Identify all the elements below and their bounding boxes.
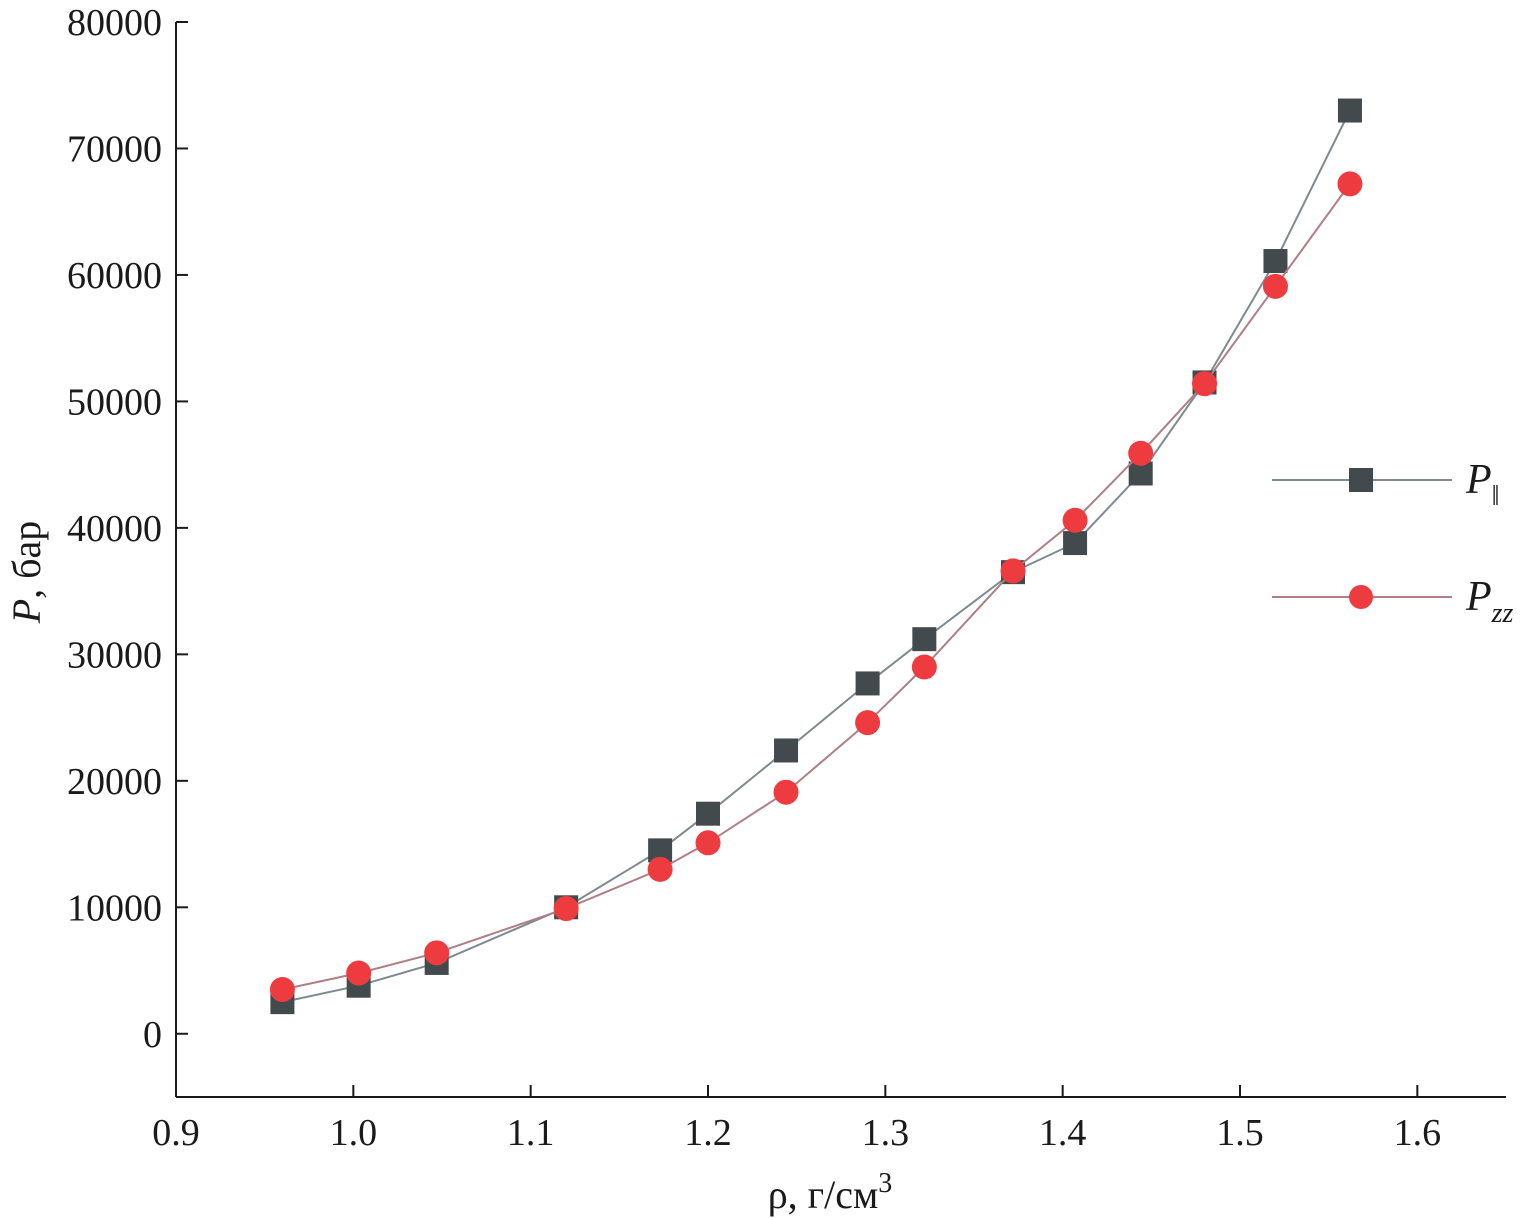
legend: P‖ Pzz [1272, 457, 1514, 629]
legend-p-parallel-symbol: P [1465, 457, 1492, 503]
x-tick-label: 1.0 [330, 1112, 378, 1154]
data-point-p-zz [424, 940, 450, 966]
series-line-p-parallel [282, 110, 1351, 1004]
y-axis-title: P, бар [4, 521, 49, 625]
x-axis-superscript: 3 [878, 1168, 892, 1199]
data-point-p-parallel [1063, 531, 1088, 556]
data-point-p-zz [1062, 507, 1088, 533]
y-tick-label: 20000 [67, 761, 162, 803]
legend-marker-square [1349, 468, 1373, 492]
data-point-p-parallel [1337, 98, 1362, 123]
y-tick-label: 30000 [67, 634, 162, 676]
data-point-p-zz [773, 779, 799, 805]
x-axis-prefix: ρ, г/см [768, 1172, 879, 1217]
x-tick-label: 1.4 [1039, 1112, 1087, 1154]
y-tick-label: 50000 [67, 381, 162, 423]
data-point-p-zz [1262, 273, 1288, 299]
x-tick-label: 1.1 [507, 1112, 555, 1154]
legend-label-p-zz: Pzz [1465, 574, 1514, 629]
series-p-parallel [270, 98, 1362, 1015]
legend-marker-circle [1349, 585, 1373, 609]
x-tick-label: 1.5 [1216, 1112, 1264, 1154]
data-point-p-parallel [696, 801, 720, 826]
x-ticks: 0.9 1.0 1.1 1.2 1.3 1.4 1.5 1.6 [152, 1085, 1441, 1154]
data-point-p-zz [647, 856, 673, 882]
y-tick-label: 0 [143, 1014, 162, 1056]
series-line-p-zz [282, 183, 1351, 991]
data-point-p-zz [855, 710, 881, 736]
series-p-zz [269, 171, 1363, 1002]
y-tick-label: 40000 [67, 508, 162, 550]
data-point-p-zz [695, 830, 721, 856]
legend-item-p-zz: Pzz [1272, 574, 1514, 629]
x-axis-title: ρ, г/см3 [768, 1168, 893, 1217]
y-axis-symbol: P [4, 599, 49, 624]
data-point-p-zz [553, 896, 579, 922]
legend-label-p-parallel: P‖ [1465, 457, 1500, 512]
data-point-p-parallel [912, 627, 937, 652]
x-tick-label: 1.6 [1394, 1112, 1442, 1154]
data-point-p-zz [1337, 171, 1363, 197]
legend-item-p-parallel: P‖ [1272, 457, 1500, 512]
axes [175, 22, 1506, 1098]
y-tick-label: 80000 [67, 2, 162, 44]
y-tick-label: 60000 [67, 255, 162, 297]
data-point-p-zz [1192, 371, 1218, 397]
y-ticks: 0 10000 20000 30000 40000 50000 60000 70000 8000… [67, 2, 188, 1056]
data-point-p-zz [1000, 558, 1026, 584]
legend-p-zz-subscript: zz [1491, 598, 1514, 629]
data-point-p-parallel [855, 671, 880, 696]
data-point-p-zz [269, 977, 295, 1002]
series-layer [269, 98, 1363, 1015]
x-tick-label: 0.9 [152, 1112, 200, 1154]
legend-p-zz-symbol: P [1465, 574, 1492, 620]
y-axis-unit: , бар [4, 521, 49, 599]
y-tick-label: 10000 [67, 887, 162, 929]
x-tick-label: 1.3 [862, 1112, 910, 1154]
x-tick-label: 1.2 [684, 1112, 732, 1154]
data-point-p-zz [346, 960, 372, 986]
data-point-p-parallel [1263, 249, 1288, 274]
y-tick-label: 70000 [67, 128, 162, 170]
data-point-p-zz [1128, 440, 1154, 466]
data-point-p-parallel [774, 738, 799, 763]
data-point-p-zz [911, 654, 937, 680]
legend-p-parallel-subscript: ‖ [1492, 481, 1500, 512]
